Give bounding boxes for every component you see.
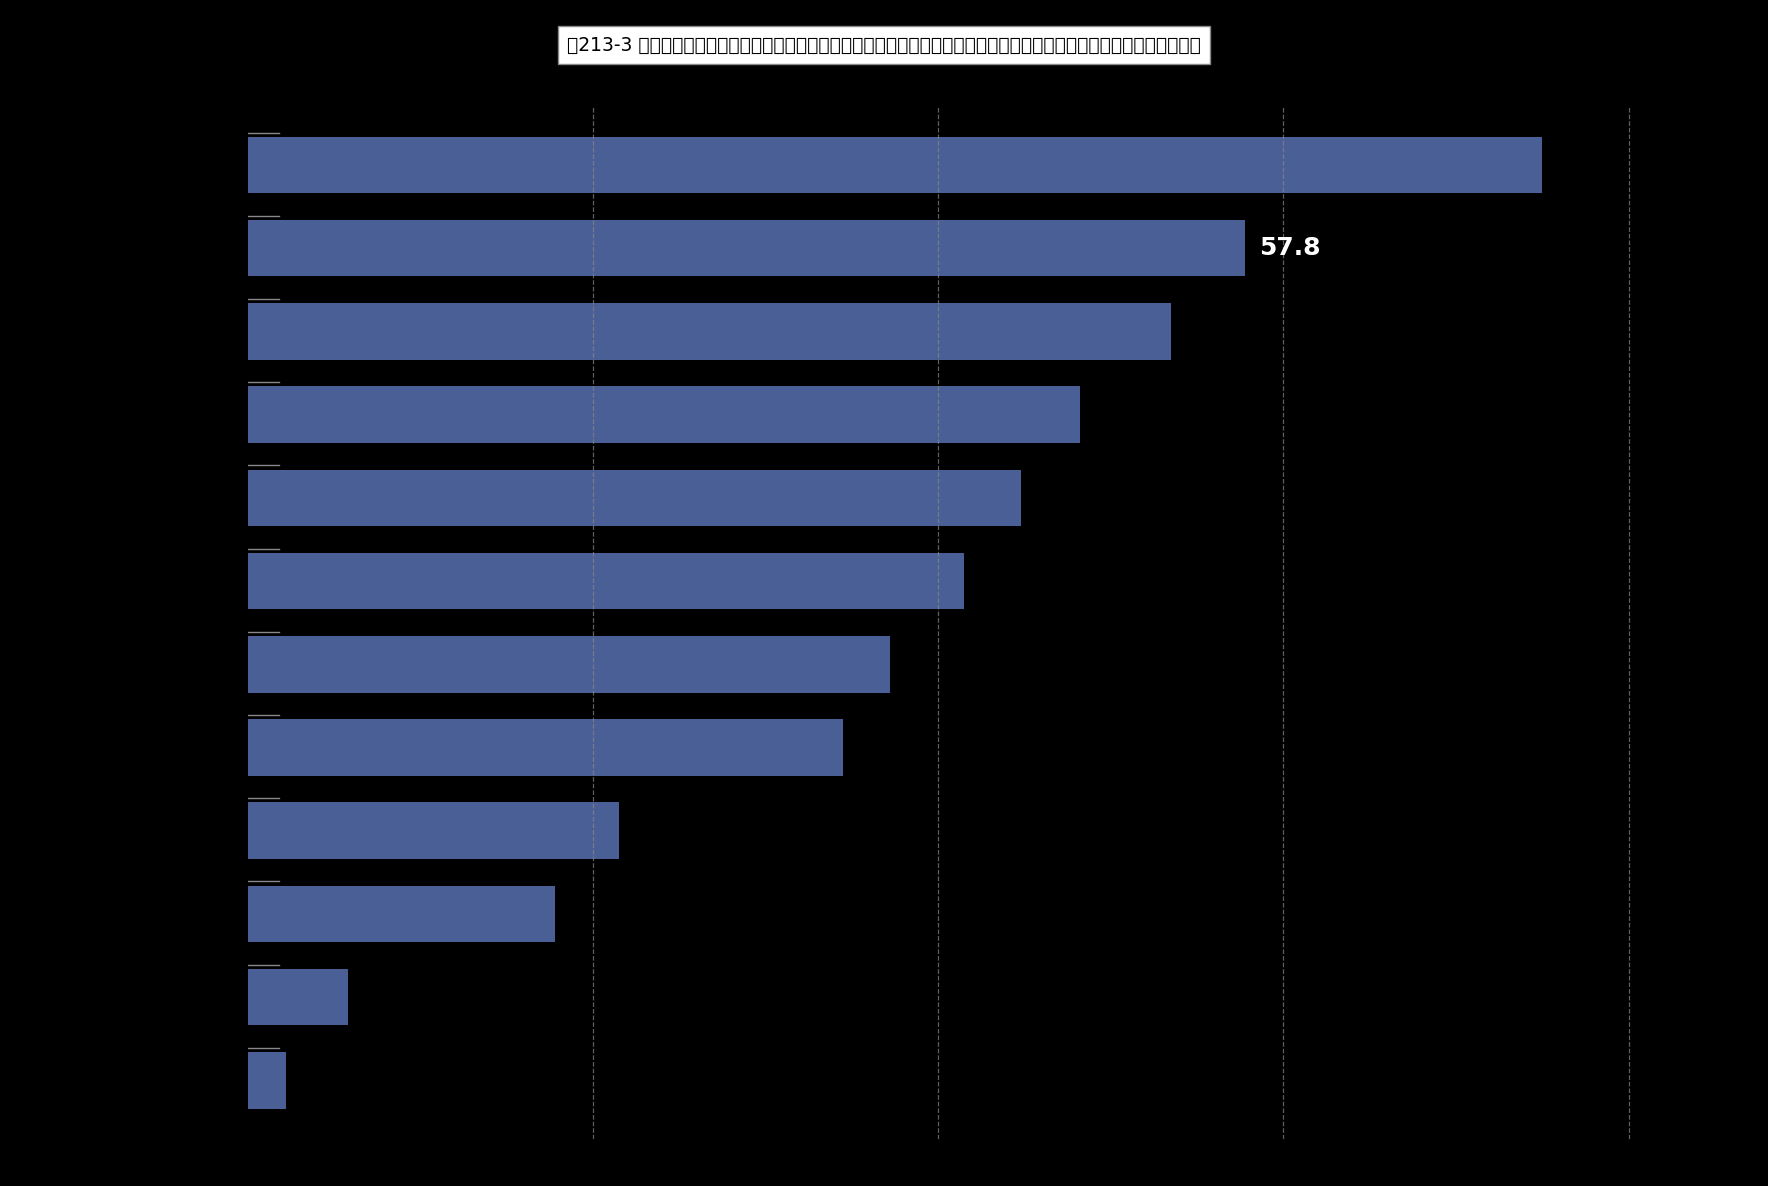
Bar	[248, 969, 348, 1026]
Bar	[248, 1052, 285, 1109]
Bar	[248, 553, 964, 610]
Text: 図213-3 デジタル技術活用企業においてデジタル技術を活用できる人材の配置が求められている工程・活動（複数回答）: 図213-3 デジタル技術活用企業においてデジタル技術を活用できる人材の配置が求…	[568, 36, 1200, 55]
Bar	[248, 219, 1245, 276]
Bar	[248, 136, 1542, 193]
Bar	[248, 304, 1170, 359]
Text: 57.8: 57.8	[1259, 236, 1321, 260]
Bar	[248, 803, 619, 859]
Bar	[248, 719, 843, 776]
Bar	[248, 470, 1020, 527]
Bar	[248, 636, 889, 693]
Bar	[248, 886, 555, 942]
Bar	[248, 387, 1080, 442]
